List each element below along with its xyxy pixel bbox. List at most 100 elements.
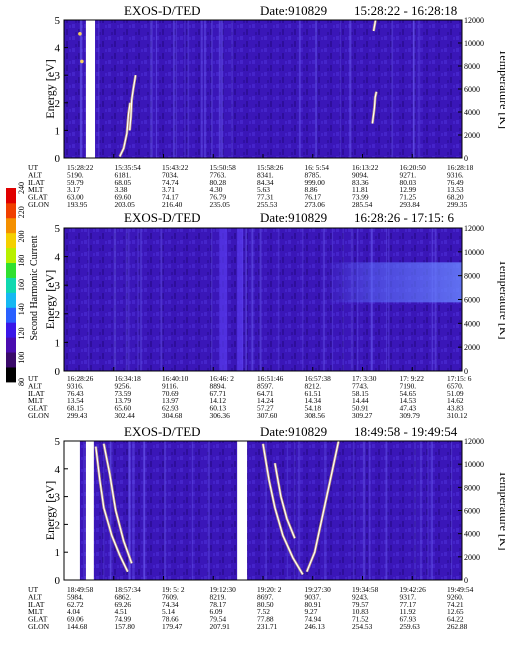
table-cell: 179.47 — [162, 622, 183, 631]
table-cell: 19:49:54 — [447, 585, 474, 594]
colorbar-label: Second Harmonic Current — [29, 235, 40, 340]
table-cell: 5190. — [67, 170, 84, 179]
y-tick-label: 4 — [55, 252, 61, 264]
panel-1-y-ticks: 0 1 2 3 4 5 — [55, 15, 68, 165]
table-row-label: GLAT — [28, 404, 48, 413]
table-cell: 11.92 — [400, 607, 417, 616]
table-cell: 16: 5:54 — [305, 163, 330, 172]
table-cell: 62.93 — [162, 404, 179, 413]
table-cell: 144.68 — [67, 622, 88, 631]
heatmap-striation — [368, 441, 371, 580]
y2-tick-label: 2000 — [464, 131, 480, 140]
data-gap — [64, 441, 80, 580]
table-row-label: ILAT — [28, 178, 45, 187]
table-cell: 7.52 — [257, 607, 270, 616]
heatmap-striation — [110, 441, 113, 580]
table-cell: 15:28:22 — [67, 163, 94, 172]
colorbar-swatch — [6, 188, 16, 204]
table-cell: 6.09 — [210, 607, 223, 616]
colorbar-swatch — [6, 337, 16, 353]
y-tick-label: 2 — [55, 309, 61, 321]
colorbar-swatch — [6, 262, 16, 278]
table-cell: 17: 9:22 — [400, 374, 425, 383]
y2-tick-label: 0 — [464, 576, 468, 585]
heatmap-striation — [184, 20, 186, 158]
colorbar-tick-label: 140 — [17, 303, 26, 315]
table-cell: 19: 5: 2 — [162, 585, 185, 594]
heatmap-field — [64, 20, 462, 158]
table-cell: 14.53 — [400, 396, 417, 405]
table-cell: 57.27 — [257, 404, 274, 413]
panel-2-plot-area — [63, 227, 463, 372]
heatmap-striation — [155, 20, 158, 158]
heatmap-striation — [143, 441, 146, 580]
colorbar-swatch — [6, 367, 16, 383]
panel-3-title: EXOS-D/TED — [124, 424, 201, 439]
heatmap-striation — [220, 20, 224, 158]
signal-trace — [103, 443, 133, 564]
panel-3-date: Date:910829 — [260, 424, 327, 439]
table-cell: 12.65 — [447, 607, 464, 616]
table-cell: 7743. — [352, 381, 369, 390]
table-cell: 8219. — [210, 592, 227, 601]
table-cell: 83.36 — [352, 178, 369, 187]
table-cell: 16:28:26 — [67, 374, 94, 383]
table-cell: 68.05 — [115, 178, 132, 187]
heatmap-striation — [322, 228, 325, 371]
table-cell: 255.53 — [257, 200, 278, 209]
colorbar-tick-label: 200 — [17, 231, 26, 243]
panel-3-ylabel: Energy [eV] — [43, 481, 57, 540]
y2-tick-label: 12000 — [464, 224, 484, 233]
panel-1-date: Date:910829 — [260, 3, 327, 18]
colorbar-tick-label: 220 — [17, 206, 26, 218]
panel-1-time-range: 15:28:22 - 16:28:18 — [354, 3, 457, 18]
table-cell: 9271. — [400, 170, 417, 179]
table-cell: 77.17 — [400, 600, 417, 609]
y-tick-label: 0 — [55, 153, 61, 165]
table-cell: 231.71 — [257, 622, 278, 631]
table-cell: 76.17 — [305, 193, 322, 202]
table-cell: 78.66 — [162, 615, 179, 624]
data-gap — [85, 441, 94, 580]
y-tick-label: 2 — [55, 519, 61, 531]
table-cell: 68.15 — [67, 404, 84, 413]
colorbar-tick-label: 120 — [17, 328, 26, 340]
colorbar-swatch — [6, 307, 16, 323]
table-cell: 16:28:18 — [447, 163, 474, 172]
table-cell: 262.88 — [447, 622, 468, 631]
heatmap-striation — [203, 20, 207, 158]
heatmap-striation — [302, 228, 304, 371]
table-cell: 15:58:26 — [257, 163, 284, 172]
y-tick-label: 0 — [55, 575, 61, 587]
y2-tick-label: 8000 — [464, 483, 480, 492]
table-cell: 18:57:34 — [115, 585, 142, 594]
table-cell: 9094. — [352, 170, 369, 179]
table-cell: 84.34 — [257, 178, 274, 187]
colorbar-swatches — [6, 188, 16, 383]
table-cell: 307.60 — [257, 411, 278, 420]
y2-tick-label: 8000 — [464, 62, 480, 71]
table-cell: 17:15: 6 — [447, 374, 472, 383]
heatmap-striation — [218, 20, 221, 158]
panel-1-title: EXOS-D/TED — [124, 3, 201, 18]
panel-1-plot-area — [63, 19, 463, 159]
table-cell: 14.62 — [447, 396, 464, 405]
data-gap — [85, 20, 96, 158]
y2-tick-label: 2000 — [464, 343, 480, 352]
table-cell: 254.53 — [352, 622, 373, 631]
table-cell: 8212. — [305, 381, 322, 390]
colorbar-swatch — [6, 232, 16, 249]
table-cell: 304.68 — [162, 411, 183, 420]
table-cell: 64.71 — [257, 389, 274, 398]
table-cell: 73.59 — [115, 389, 132, 398]
heatmap-striation — [210, 20, 213, 158]
signal-trace — [129, 75, 137, 131]
colorbar-swatch — [6, 202, 16, 219]
heatmap-striation — [132, 441, 135, 580]
panel-2-y2label: Temperature [K] — [497, 259, 505, 339]
heatmap-striation — [143, 441, 146, 580]
signal-trace — [262, 443, 304, 575]
heatmap-striation — [324, 441, 327, 580]
table-cell: 80.50 — [257, 600, 274, 609]
table-cell: 207.91 — [210, 622, 231, 631]
